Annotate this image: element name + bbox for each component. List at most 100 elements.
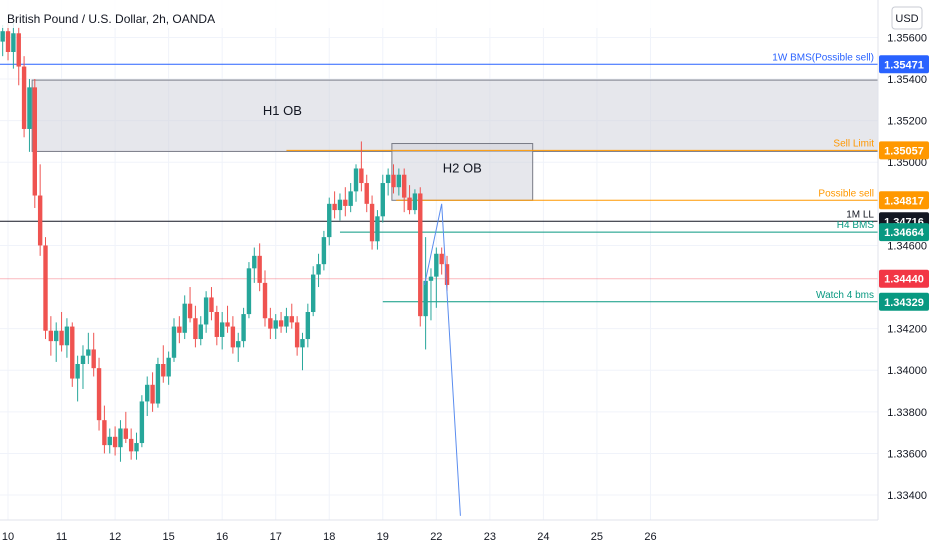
price-badges: 1.354711.350571.348171.347161.346641.344… xyxy=(879,55,929,311)
candle-body xyxy=(236,341,241,348)
level-label: 1W BMS(Possible sell) xyxy=(772,52,874,63)
candle-body xyxy=(257,255,262,283)
candle xyxy=(16,27,21,86)
candle-body xyxy=(150,384,155,404)
price-badge: 1.34664 xyxy=(879,223,929,242)
candle-body xyxy=(380,183,385,217)
candle xyxy=(284,307,289,333)
price-tick-label: 1.33800 xyxy=(887,407,927,419)
price-badge-label: 1.34329 xyxy=(884,297,924,309)
time-tick-label: 18 xyxy=(323,531,335,543)
candle xyxy=(327,197,332,246)
candle-body xyxy=(187,303,193,319)
candle xyxy=(102,405,107,454)
candle-body xyxy=(209,297,214,312)
candle-body xyxy=(289,316,294,323)
candle xyxy=(37,164,43,256)
candle xyxy=(321,230,327,271)
candle-body xyxy=(434,253,439,277)
price-badge-box xyxy=(879,191,929,210)
candle xyxy=(70,322,75,387)
candle xyxy=(337,193,343,221)
candle-body xyxy=(396,174,402,188)
candle xyxy=(112,426,118,456)
candle-body xyxy=(161,364,166,377)
time-tick-label: 11 xyxy=(56,531,67,543)
candle-body xyxy=(230,326,236,348)
candle-body xyxy=(268,318,273,329)
time-tick-label: 16 xyxy=(216,531,228,543)
price-tick-label: 1.34000 xyxy=(887,365,927,377)
currency-label: USD xyxy=(895,13,918,25)
candle xyxy=(252,247,257,283)
candle-body xyxy=(37,195,43,246)
candle-body xyxy=(246,268,252,315)
candle-body xyxy=(27,87,32,129)
chart-title: British Pound / U.S. Dollar, 2h, OANDA xyxy=(7,12,215,26)
candle xyxy=(348,183,353,213)
candle xyxy=(273,314,278,340)
candle-body xyxy=(54,330,59,342)
level-label: Sell Limit xyxy=(833,138,874,149)
currency-button[interactable]: USD xyxy=(891,6,923,30)
candle xyxy=(64,318,70,358)
candle-body xyxy=(385,174,391,184)
candle xyxy=(310,266,316,317)
candle xyxy=(391,164,396,194)
candle-body xyxy=(182,303,187,333)
candle-body xyxy=(353,168,359,192)
candle-body xyxy=(407,197,412,211)
candle-body xyxy=(348,191,353,206)
candle xyxy=(332,191,337,219)
candle xyxy=(375,210,380,250)
candle xyxy=(278,312,284,333)
candle-body xyxy=(86,349,91,356)
candle xyxy=(86,332,91,364)
candle-body xyxy=(166,357,171,377)
zone-label: H2 OB xyxy=(443,160,482,175)
candle-body xyxy=(198,324,203,340)
price-axis-ticks: 1.33400 1.33600 1.33800 1.34000 1.34200 1.346… xyxy=(887,0,927,502)
candle-body xyxy=(96,368,102,421)
price-tick-label: 1.34200 xyxy=(887,324,927,336)
candle xyxy=(171,318,177,362)
candle xyxy=(289,303,294,329)
candle xyxy=(150,372,155,412)
candle xyxy=(54,322,59,362)
candle xyxy=(294,316,300,356)
candle-body xyxy=(118,428,123,448)
price-badge-label: 1.35471 xyxy=(884,59,924,71)
candle-body xyxy=(316,264,321,275)
zone-box xyxy=(31,79,879,152)
candle-body xyxy=(193,318,198,340)
candle-body xyxy=(11,33,16,52)
time-tick-label: 10 xyxy=(2,531,14,543)
price-badge: 1.35057 xyxy=(879,141,929,160)
candle xyxy=(439,247,444,275)
title-backdrop xyxy=(0,0,878,28)
candle-body xyxy=(177,326,182,333)
candle-body xyxy=(391,174,396,188)
candle xyxy=(91,332,96,377)
candle xyxy=(396,168,402,196)
level-label: H4 BMS xyxy=(837,220,875,231)
time-tick-label: 24 xyxy=(537,531,549,543)
candle-body xyxy=(337,199,343,211)
candle-body xyxy=(412,193,418,211)
candle xyxy=(43,237,48,340)
candle-body xyxy=(428,276,434,281)
time-axis[interactable] xyxy=(0,520,932,550)
candle xyxy=(193,305,198,348)
level-label: Possible sell xyxy=(818,188,874,199)
candle xyxy=(80,345,86,389)
candle-body xyxy=(171,326,177,358)
projection-line xyxy=(424,203,461,516)
candle xyxy=(27,79,32,152)
candle xyxy=(369,195,375,250)
price-badge-box xyxy=(879,141,929,160)
price-tick-label: 1.35800 xyxy=(887,0,927,3)
order-block-zones: H1 OB H2 OB xyxy=(31,79,879,201)
candle-body xyxy=(80,355,86,364)
candle xyxy=(402,168,407,213)
